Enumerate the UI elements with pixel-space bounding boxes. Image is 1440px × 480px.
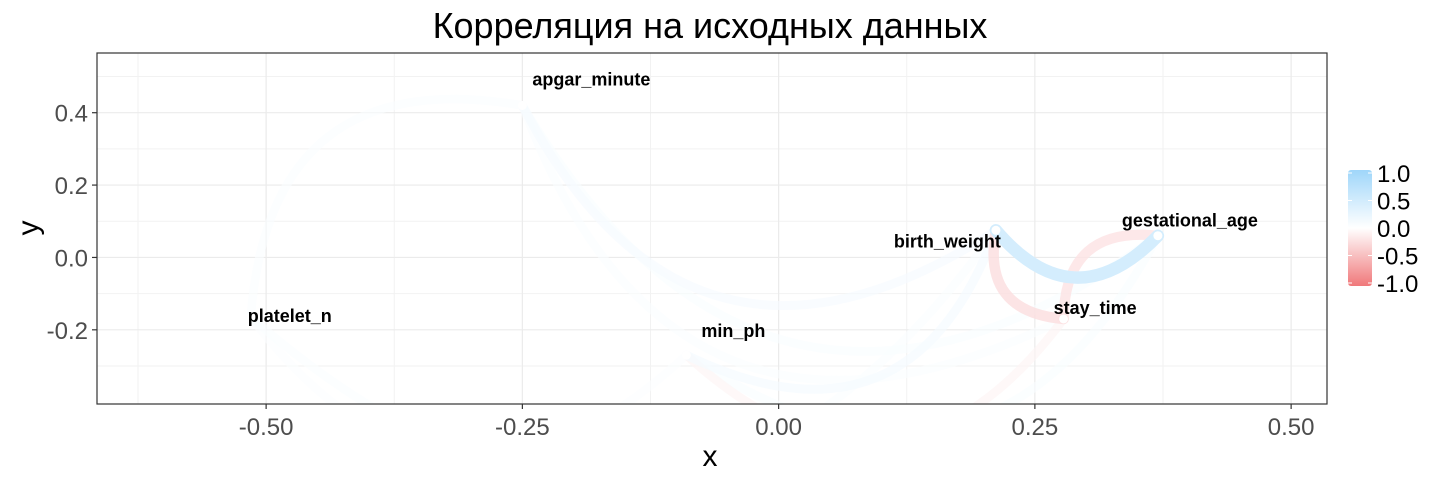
edge-birth_weight-stay_time xyxy=(988,225,1069,325)
node-stay_time xyxy=(1059,314,1069,324)
y-tick-label: -0.2 xyxy=(47,318,88,345)
edge-gestational_age-stay_time xyxy=(1058,229,1163,325)
node-label-gestational_age: gestational_age xyxy=(1122,211,1258,231)
panel-border xyxy=(96,52,1328,405)
legend-label: 1.0 xyxy=(1377,161,1410,188)
edge-min_ph-birth_weight xyxy=(681,225,1001,394)
node-label-platelet_n: platelet_n xyxy=(248,306,332,326)
edge-apgar_minute-stay_time xyxy=(518,101,1068,385)
nodes xyxy=(246,100,1163,360)
edge-min_ph-stay_time xyxy=(681,314,1068,404)
node-label-min_ph: min_ph xyxy=(701,321,765,341)
node-labels: apgar_minute platelet_n min_ph birth_weight… xyxy=(248,69,1258,341)
plot-panel xyxy=(97,53,1327,404)
y-tick-label: 0.4 xyxy=(55,101,88,128)
edge-platelet_n-birth_weight xyxy=(246,226,1001,404)
node-gestational_age xyxy=(1153,231,1163,241)
y-tick-label: 0.0 xyxy=(55,245,88,272)
legend: 1.00.50.0-0.5-1.0 xyxy=(1348,161,1418,298)
y-tick-label: 0.2 xyxy=(55,173,88,200)
x-tick-label: 0.25 xyxy=(1012,414,1059,441)
legend-colorbar xyxy=(1348,170,1372,286)
chart-title: Корреляция на исходных данных xyxy=(433,5,988,46)
node-platelet_n xyxy=(246,312,256,322)
legend-label: -1.0 xyxy=(1377,271,1418,298)
legend-label: 0.0 xyxy=(1377,216,1410,243)
edge-apgar_minute-birth_weight xyxy=(517,101,1001,311)
legend-label: 0.5 xyxy=(1377,189,1410,216)
node-birth_weight xyxy=(991,225,1001,235)
node-label-stay_time: stay_time xyxy=(1054,298,1137,318)
edge-min_ph-gestational_age xyxy=(682,231,1163,404)
node-label-birth_weight: birth_weight xyxy=(894,231,1001,251)
axes: -0.50 -0.25 0.00 0.25 0.50 0.4 0.2 0.0 -0.2 xyxy=(47,101,1315,441)
x-tick-label: 0.50 xyxy=(1268,414,1315,441)
node-label-apgar_minute: apgar_minute xyxy=(532,69,650,89)
edges xyxy=(246,94,1165,404)
node-min_ph xyxy=(681,350,691,360)
x-tick-label: -0.25 xyxy=(495,414,550,441)
node-apgar_minute xyxy=(517,100,527,110)
x-axis-title: x xyxy=(703,440,718,473)
legend-label: -0.5 xyxy=(1377,244,1418,271)
y-axis-title: y xyxy=(12,221,45,236)
edge-birth_weight-gestational_age xyxy=(989,224,1165,284)
x-tick-label: -0.50 xyxy=(239,414,294,441)
edge-apgar_minute-platelet_n xyxy=(246,94,527,322)
edge-platelet_n-min_ph xyxy=(246,312,691,404)
x-tick-label: 0.00 xyxy=(755,414,802,441)
